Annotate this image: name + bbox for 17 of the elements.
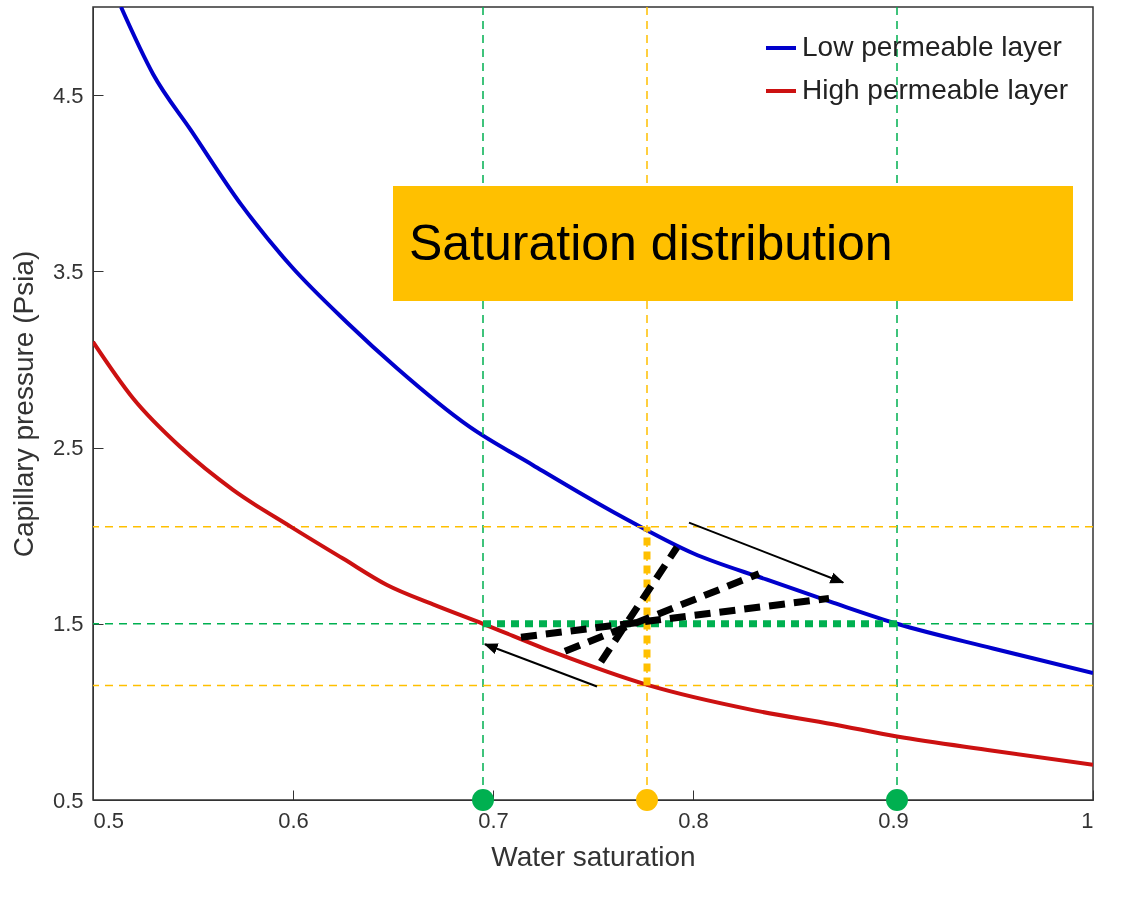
x-tick-label: 1: [1081, 807, 1094, 833]
y-tick-label: 2.5: [52, 435, 84, 461]
y-tick-label: 1.5: [52, 611, 84, 637]
x-tick-label: 0.8: [678, 807, 709, 833]
legend-label: High permeable layer: [802, 74, 1069, 105]
x-axis-title: Water saturation: [491, 840, 696, 872]
legend-label: Low permeable layer: [802, 31, 1062, 62]
line-series: [119, 7, 1093, 676]
y-tick-label: 3.5: [52, 258, 84, 284]
x-tick-label: 0.5: [93, 807, 125, 833]
x-tick-label: 0.7: [478, 807, 509, 833]
line-series: [93, 339, 1093, 767]
y-tick-label: 4.5: [52, 82, 84, 108]
y-tick-label: 0.5: [52, 787, 84, 813]
y-axis-title: Capillary pressure (Psia): [7, 250, 39, 558]
x-tick-label: 0.6: [278, 807, 309, 833]
x-tick-label: 0.9: [878, 807, 909, 833]
